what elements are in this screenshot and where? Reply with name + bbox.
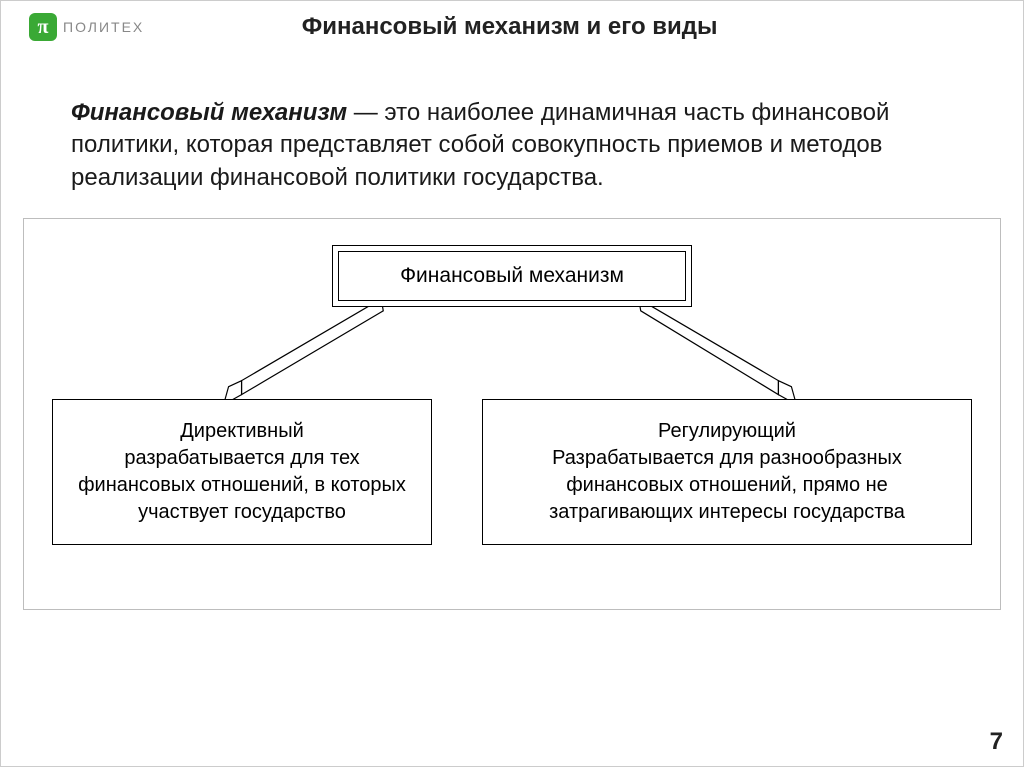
diagram-left-box: Директивныйразрабатывается для тех финан… <box>52 399 432 545</box>
definition-paragraph: Финансовый механизм — это наиболее динам… <box>1 47 1023 214</box>
definition-term: Финансовый механизм <box>71 99 347 126</box>
logo-text: ПОЛИТЕХ <box>63 19 144 35</box>
logo: π ПОЛИТЕХ <box>29 13 144 41</box>
diagram-root-box: Финансовый механизм <box>332 245 692 307</box>
diagram-root-label: Финансовый механизм <box>338 251 686 301</box>
header: π ПОЛИТЕХ Финансовый механизм и его виды <box>1 1 1023 47</box>
diagram-frame: Финансовый механизм Директивныйразрабаты… <box>23 218 1001 610</box>
slide-title: Финансовый механизм и его виды <box>144 13 995 41</box>
page-number: 7 <box>990 728 1003 756</box>
logo-pi-icon: π <box>29 13 57 41</box>
diagram-right-box: РегулирующийРазрабатывается для разнообр… <box>482 399 972 545</box>
